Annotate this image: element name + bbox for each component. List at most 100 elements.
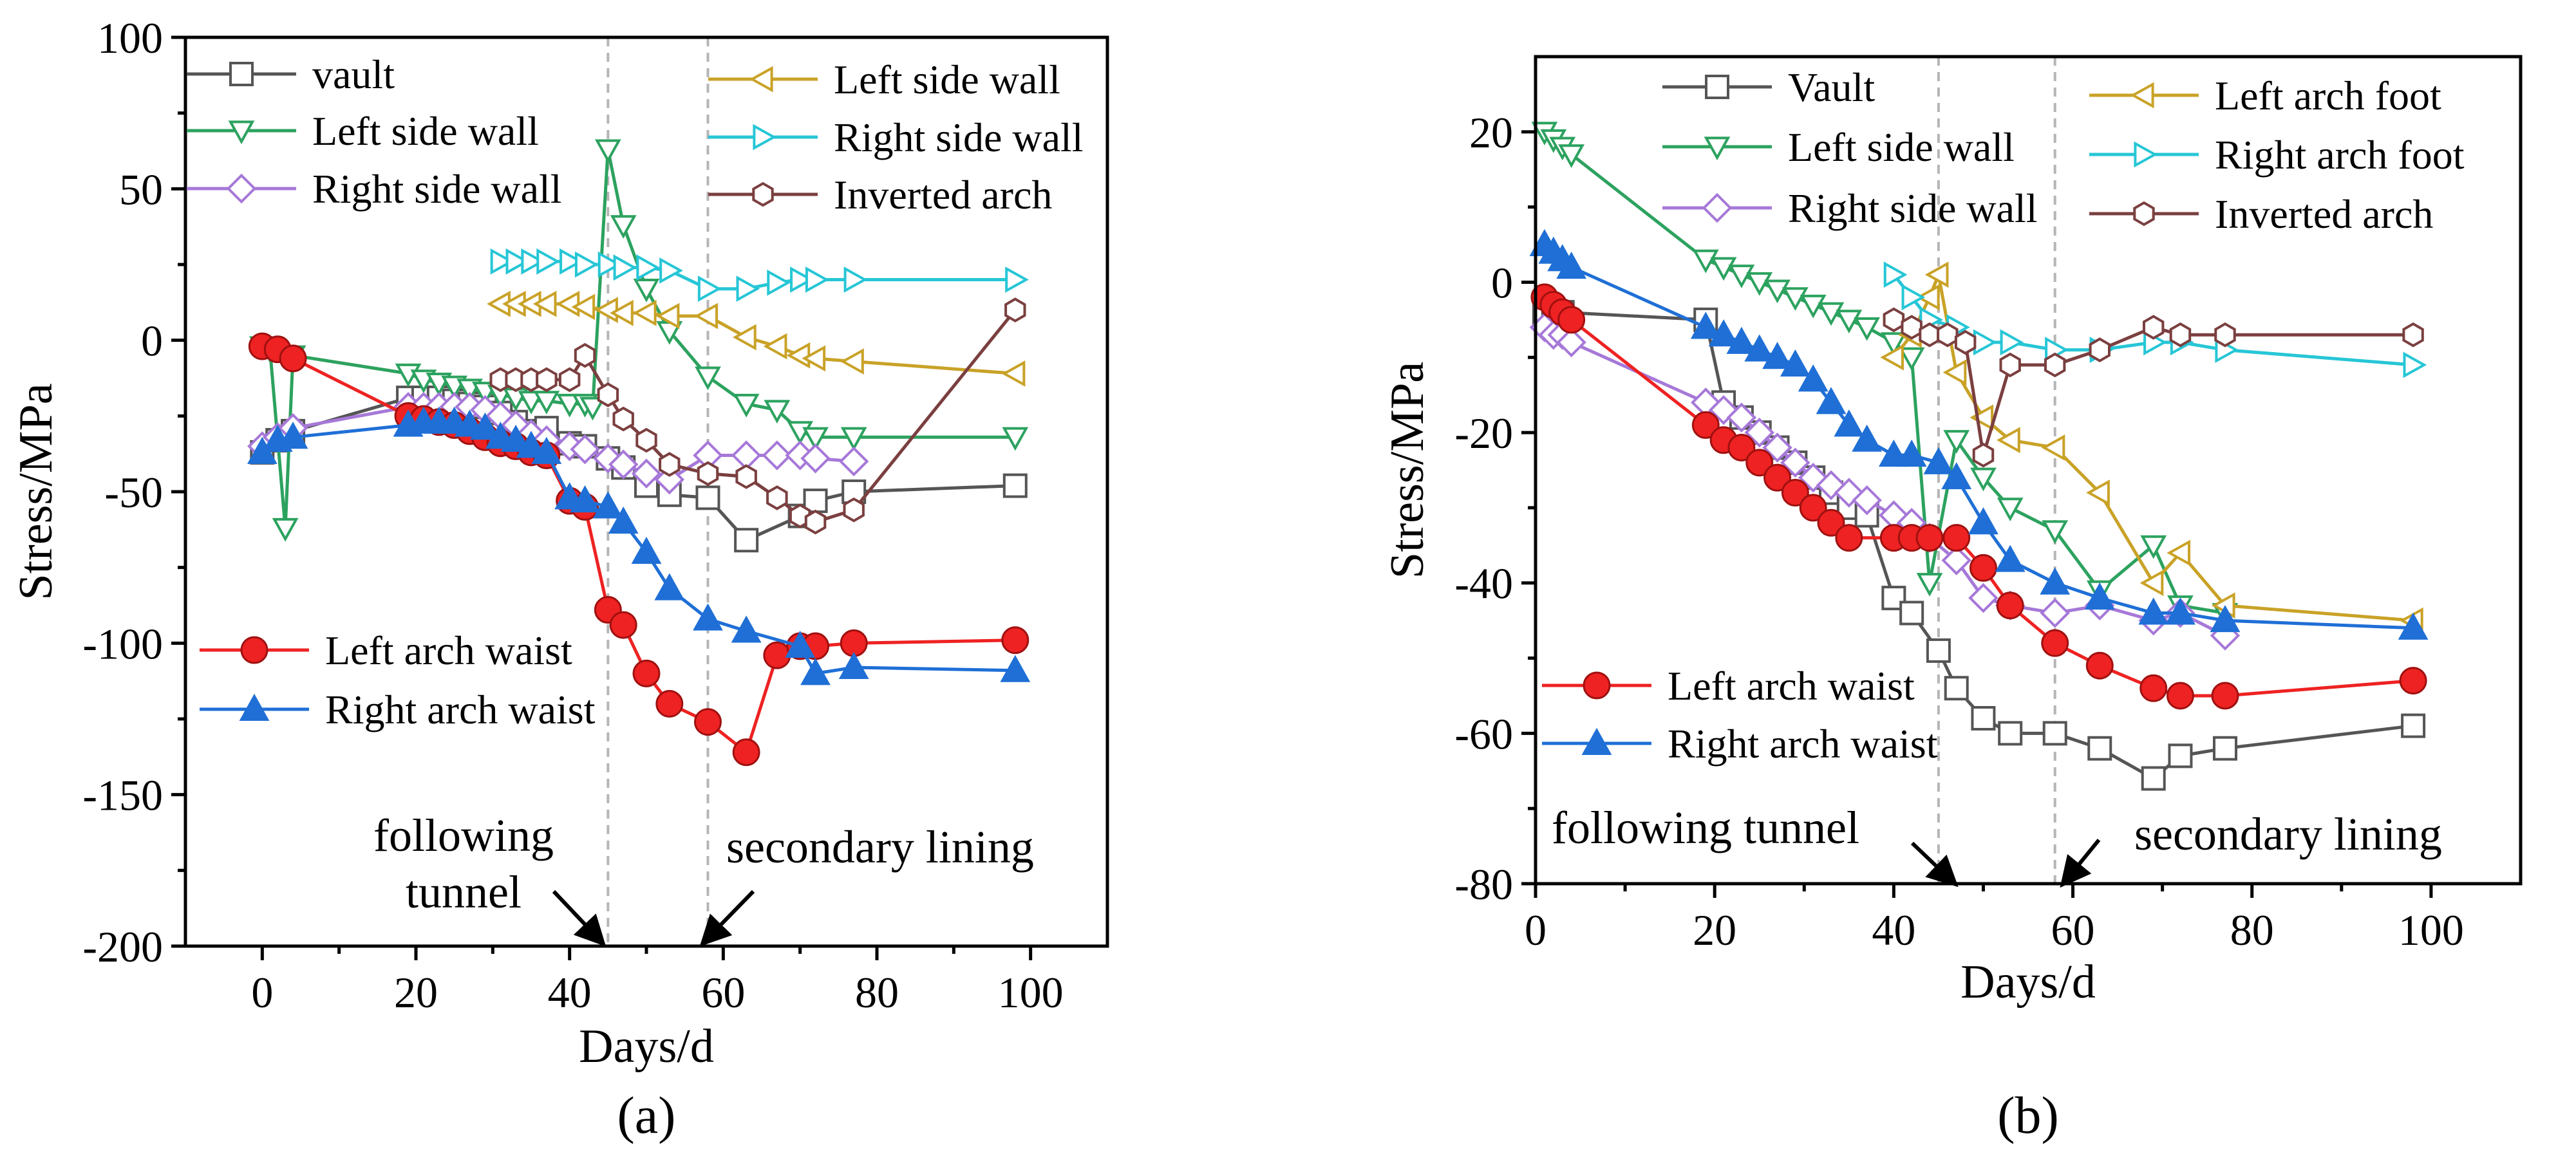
series-inverted-arch [489, 297, 1026, 535]
data-point [1999, 352, 2021, 378]
legend-label: Left arch foot [2215, 73, 2441, 118]
y-tick-label: 100 [97, 14, 163, 62]
data-point [1692, 249, 1719, 274]
data-point [693, 603, 723, 631]
data-point [731, 615, 762, 643]
legend-marker [229, 62, 254, 86]
data-point [2165, 597, 2195, 625]
legend-entry: Inverted arch [708, 172, 1052, 218]
annotation-arrow [699, 889, 755, 947]
data-point [536, 248, 560, 275]
annotation-arrow [1910, 841, 1959, 888]
data-point [2042, 721, 2067, 746]
legend-label: Right side wall [312, 166, 562, 212]
data-point [1883, 261, 1908, 288]
data-point [1762, 433, 1792, 463]
data-point [1556, 251, 1587, 279]
data-point [2087, 736, 2112, 761]
data-point [1004, 297, 1026, 322]
data-point [1834, 478, 1865, 508]
data-point [1782, 287, 1809, 311]
data-point [764, 400, 791, 424]
data-point [804, 509, 827, 535]
data-point [2139, 570, 2164, 597]
data-point [1919, 322, 1941, 348]
data-point [1880, 344, 1904, 371]
data-point [594, 139, 621, 163]
data-point [608, 506, 639, 534]
data-point [1727, 433, 1756, 461]
annotation-text: following [373, 810, 554, 861]
panel-caption: (b) [1997, 1086, 2059, 1144]
data-point [1997, 498, 2024, 522]
y-tick-label: -100 [82, 619, 163, 668]
data-point [272, 517, 299, 542]
data-point [802, 427, 829, 451]
legend-label: Right arch waist [325, 687, 596, 732]
data-point [736, 275, 760, 302]
legend-label: Left arch waist [1668, 663, 1915, 709]
data-point [279, 344, 307, 373]
annotation-text: secondary lining [2134, 808, 2442, 860]
data-point [1924, 261, 1949, 288]
data-point [697, 275, 722, 302]
data-point [610, 215, 637, 239]
x-tick-label: 0 [1525, 906, 1547, 954]
data-point [1969, 554, 1997, 582]
data-point [2040, 598, 2070, 628]
data-point [2403, 351, 2427, 378]
data-point [532, 290, 557, 317]
data-point [659, 257, 683, 284]
data-point [593, 443, 623, 474]
data-point [632, 299, 657, 326]
data-point [613, 254, 637, 281]
data-point [2169, 322, 2192, 348]
legend-marker [1583, 671, 1611, 700]
series-right-arch-waist [1529, 228, 2429, 640]
data-point [1745, 449, 1774, 477]
y-tick-label: -200 [82, 922, 163, 971]
legend-marker [2133, 201, 2155, 227]
data-point [1005, 266, 1029, 293]
chart-panel-b: 0 20 40 60 80 100 20 0 -20 -40 -60 -80 Days/d Stress/… [1381, 55, 2523, 1144]
chart-panel-a: 0 20 40 60 80 100 100 50 0 -50 -100 -150 -200 Days/d S… [10, 14, 1109, 1144]
data-point [790, 266, 814, 293]
data-point [597, 382, 619, 407]
data-point [2042, 520, 2069, 544]
data-point [2168, 743, 2193, 768]
data-point [570, 434, 600, 465]
legend-marker [226, 173, 257, 204]
data-point [533, 391, 560, 414]
data-point [2041, 629, 2069, 657]
data-point [490, 248, 514, 275]
data-point [1915, 524, 1944, 552]
data-point [2086, 479, 2110, 506]
data-point [733, 393, 760, 418]
legend-entry: Right side wall [1662, 185, 2038, 231]
data-point [1878, 440, 1909, 467]
data-point [1923, 447, 1954, 474]
legend-entry: Right side wall [187, 166, 562, 212]
data-point [608, 449, 639, 479]
data-point [1943, 430, 1970, 454]
data-point [2138, 597, 2169, 625]
data-point [516, 431, 547, 458]
x-tick-label: 20 [394, 968, 438, 1017]
data-point [612, 406, 634, 432]
x-axis-label: Days/d [579, 1020, 714, 1073]
series-line [1543, 295, 2414, 698]
y-tick-label: 0 [1491, 258, 1513, 307]
data-point [1883, 307, 1905, 333]
y-tick-label: -60 [1454, 709, 1513, 758]
data-point [763, 333, 787, 360]
x-axis-label: Days/d [1960, 956, 2096, 1009]
legend-marker [2134, 141, 2158, 168]
data-point [1002, 473, 1028, 498]
series-right-side-wall [490, 248, 1029, 302]
data-point [1970, 404, 1994, 431]
data-point [1901, 284, 1926, 311]
data-point [1764, 279, 1791, 304]
data-point [2211, 682, 2239, 710]
annotation-text: tunnel [406, 866, 522, 918]
